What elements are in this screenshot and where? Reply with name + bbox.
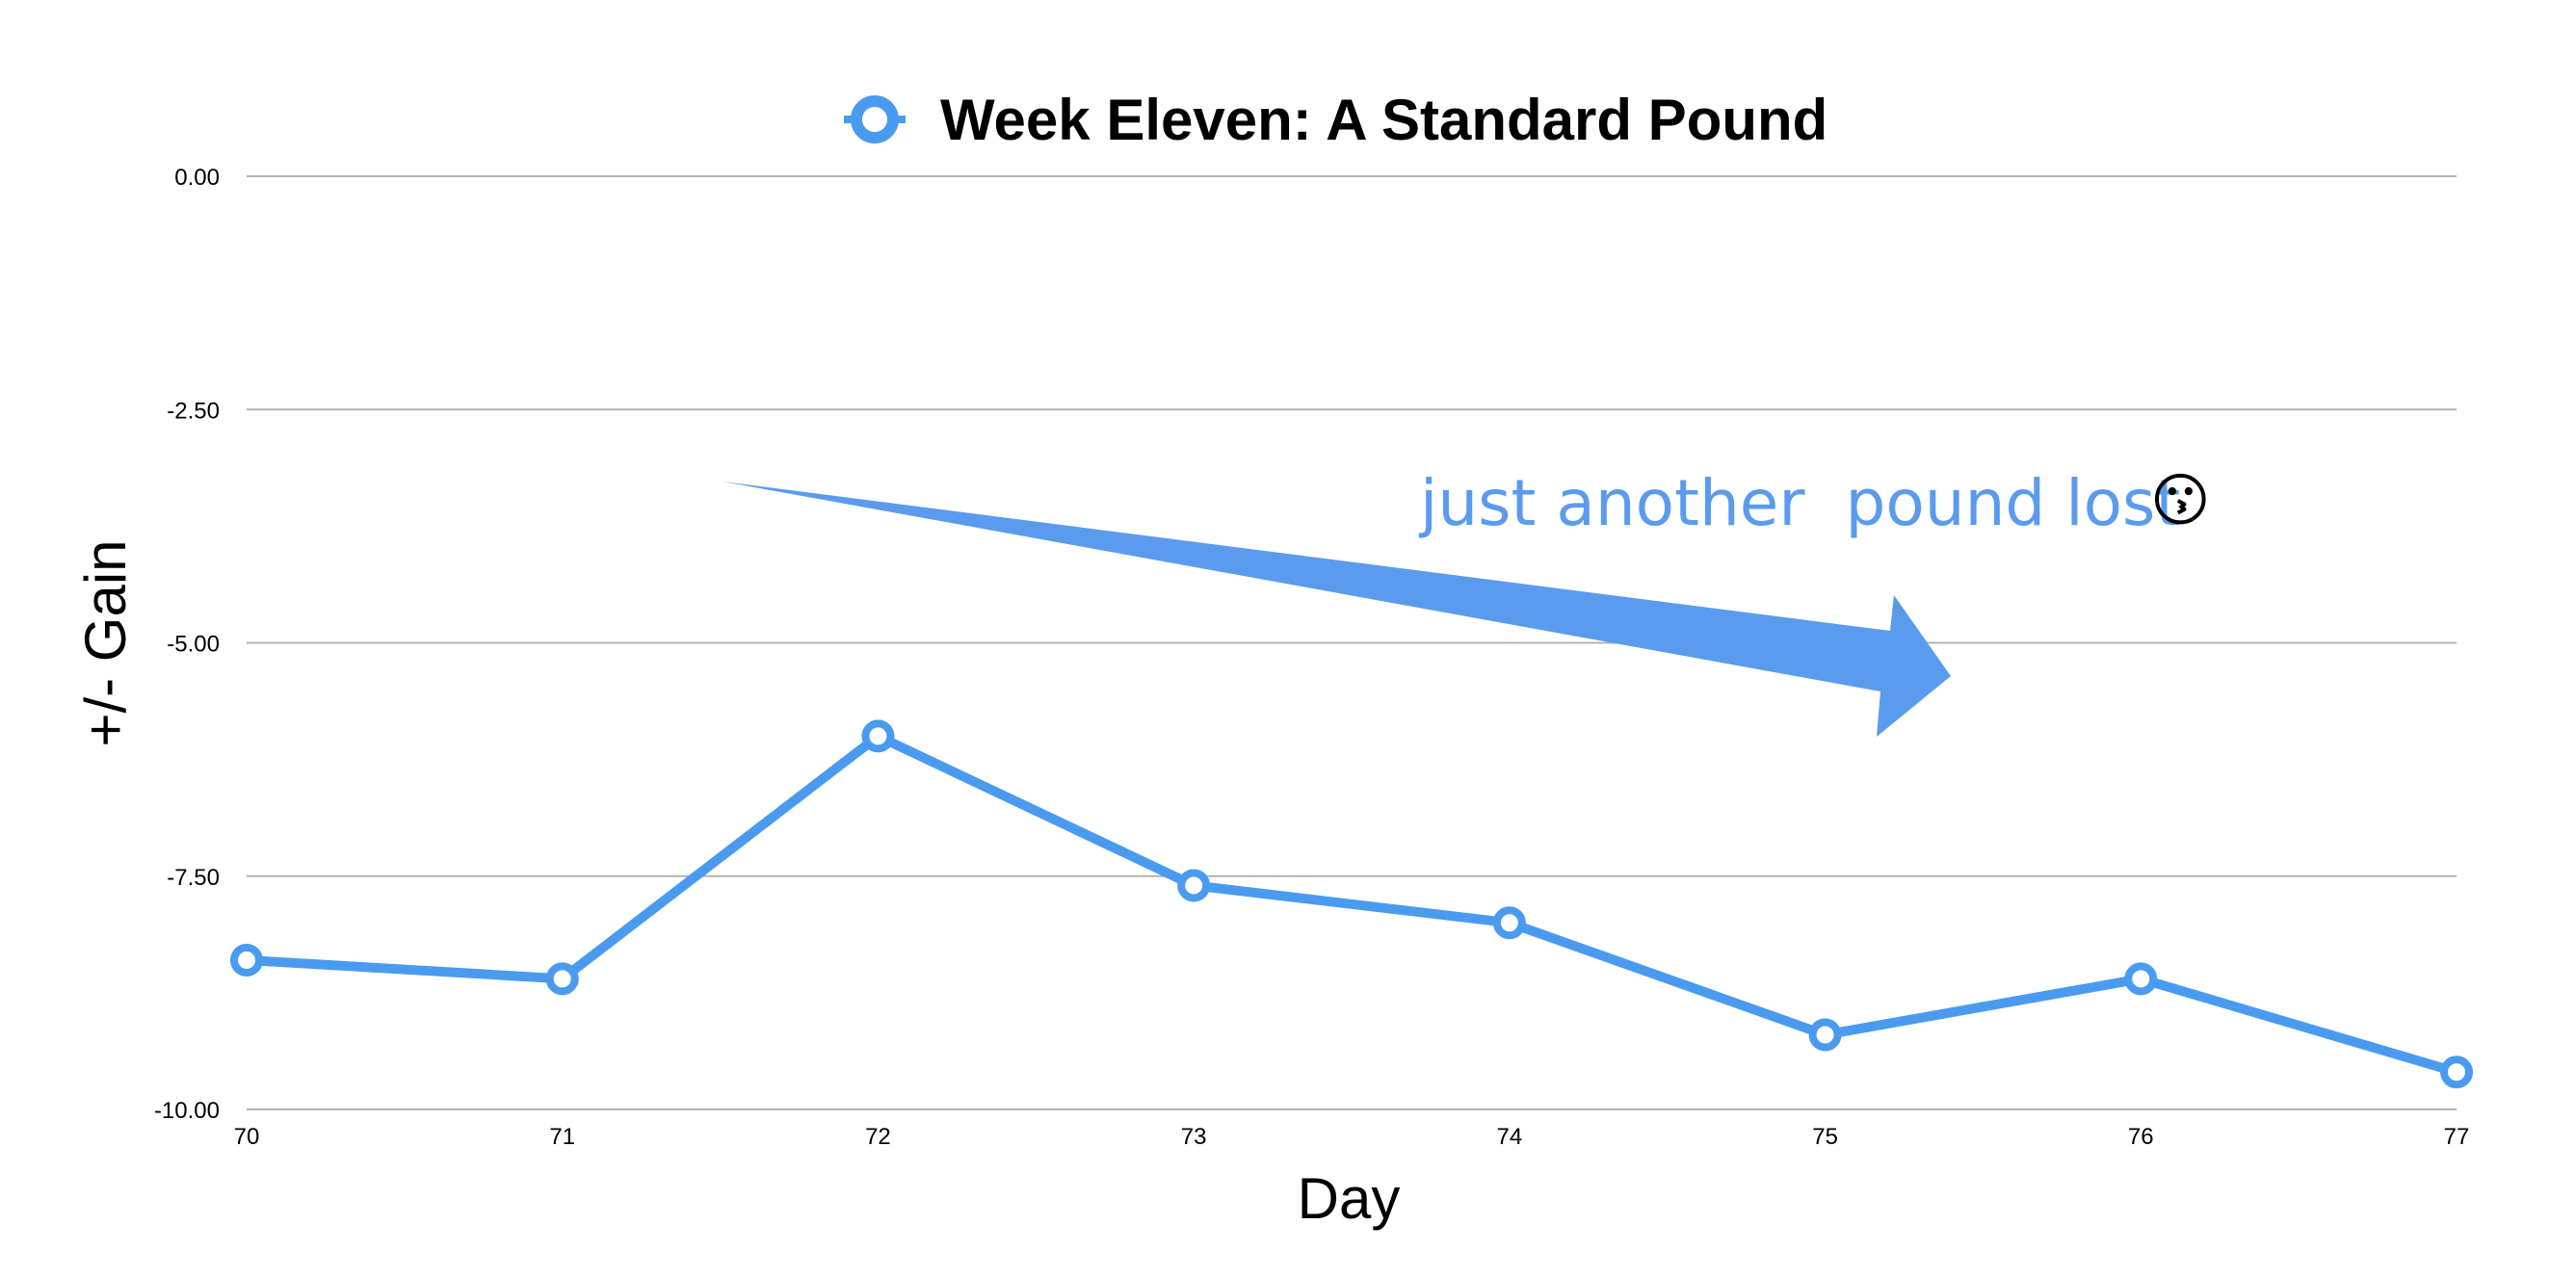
y-tick-label: -5.00 (167, 632, 220, 658)
x-axis-title: Day (1298, 1166, 1401, 1231)
data-point (1808, 1018, 1842, 1052)
y-tick-labels: 0.00 -2.50 -5.00 -7.50 -10.00 (154, 165, 220, 1124)
x-tick-label: 76 (2128, 1124, 2154, 1150)
data-point (230, 943, 263, 977)
series-group (230, 719, 2473, 1089)
annotation-arrow (723, 482, 1951, 737)
x-tick-label: 71 (549, 1124, 575, 1150)
data-point (545, 962, 579, 996)
y-tick-label: -2.50 (167, 398, 220, 424)
x-tick-labels: 70 71 72 73 74 75 76 77 (234, 1124, 2470, 1150)
x-tick-label: 75 (1812, 1124, 1838, 1150)
data-point (861, 719, 895, 753)
x-tick-label: 72 (865, 1124, 891, 1150)
y-tick-label: -10.00 (154, 1098, 220, 1124)
annotation-text: just another pound lost (1418, 466, 2180, 540)
x-tick-label: 74 (1497, 1124, 1523, 1150)
legend-marker-icon (851, 95, 899, 143)
legend: Week Eleven: A Standard Pound (844, 88, 1827, 152)
x-tick-label: 73 (1181, 1124, 1207, 1150)
data-point (1177, 869, 1211, 902)
y-tick-label: -7.50 (167, 865, 220, 891)
x-tick-label: 77 (2444, 1124, 2470, 1150)
series-line (242, 731, 2461, 1078)
data-point (2440, 1055, 2473, 1089)
legend-label: Week Eleven: A Standard Pound (940, 88, 1827, 152)
gridlines (247, 175, 2457, 1110)
y-axis-title: +/- Gain (73, 539, 138, 746)
y-tick-label: 0.00 (174, 165, 220, 191)
data-point (1492, 906, 1526, 940)
annotation-emoji: 😗 (2150, 467, 2211, 534)
data-point (2124, 962, 2158, 996)
x-tick-label: 70 (234, 1124, 260, 1150)
